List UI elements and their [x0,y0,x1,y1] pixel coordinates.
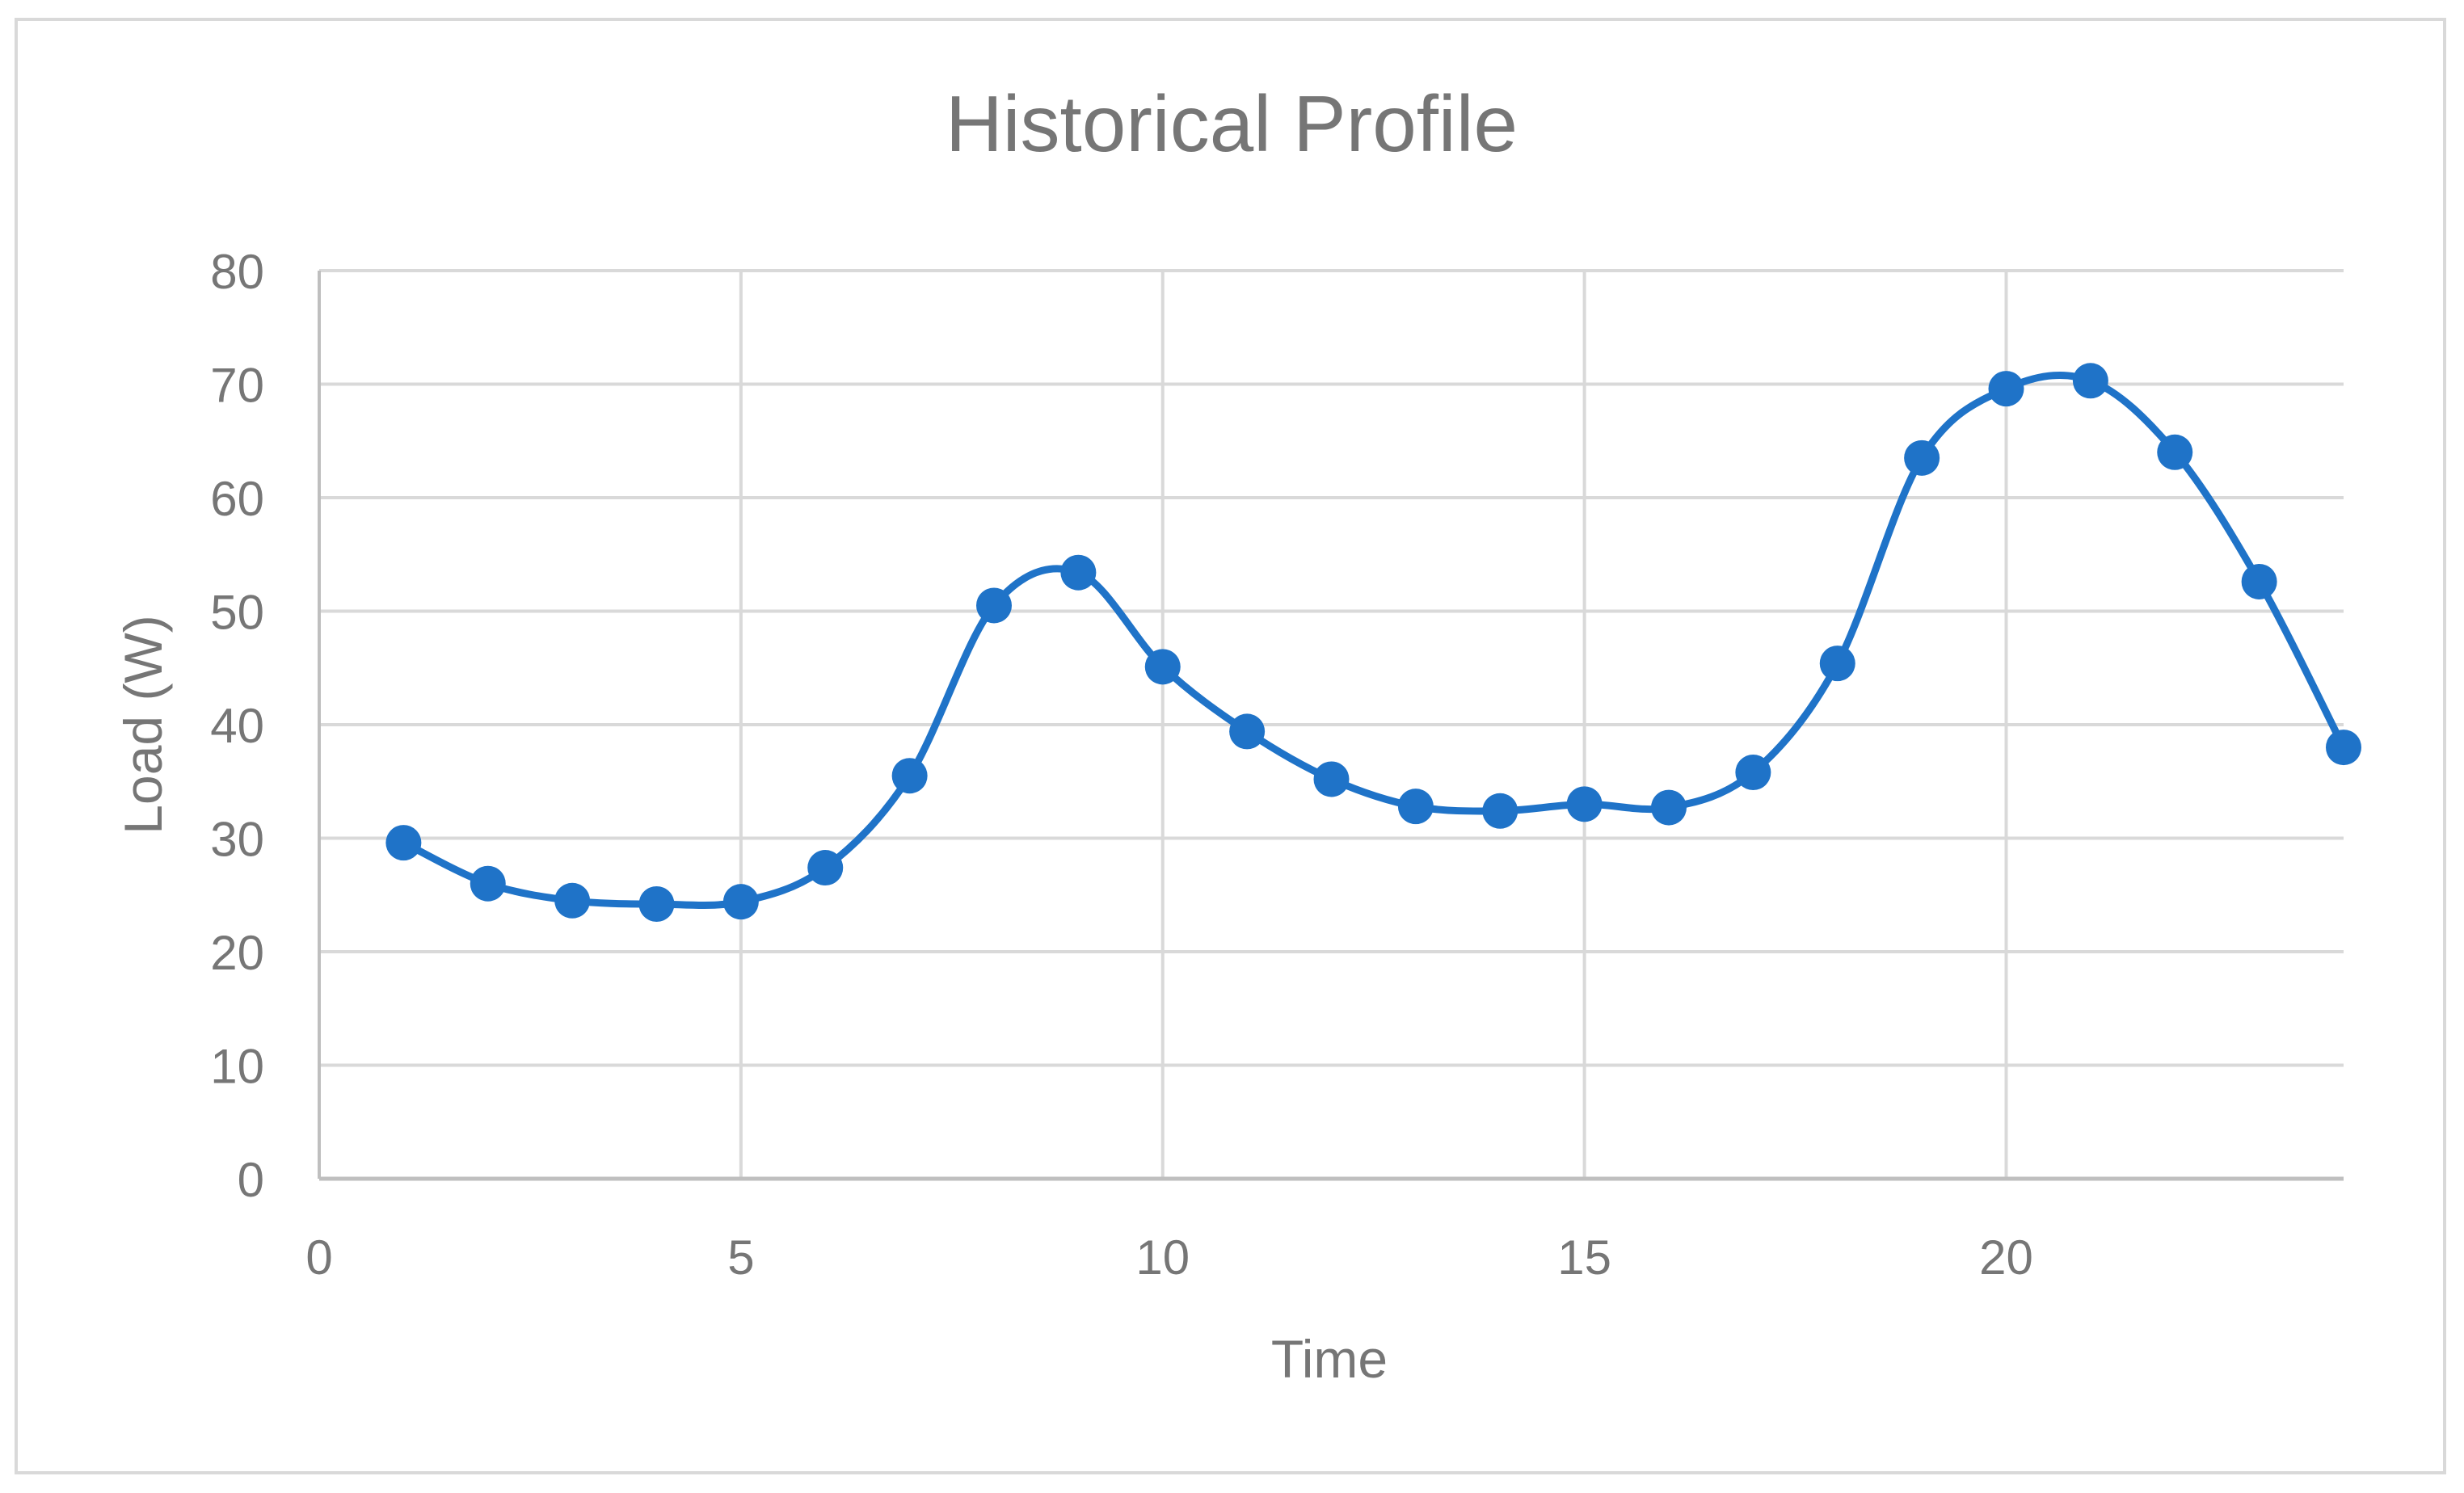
y-tick-label: 50 [210,586,264,640]
y-tick-label: 80 [210,245,264,299]
data-point-marker [1735,755,1771,791]
tick-labels: 0 10 20 30 40 50 60 70 80 0 5 10 15 20 [210,245,2033,1285]
data-point-marker [1988,371,2024,407]
y-tick-label: 60 [210,472,264,526]
y-tick-label: 10 [210,1040,264,1094]
data-point-marker [1229,713,1266,750]
y-tick-label: 0 [238,1153,264,1207]
data-point-marker [1144,649,1181,685]
data-point-marker [1819,646,1855,682]
data-point-marker [1060,554,1097,591]
data-point-marker [1904,439,1940,476]
series-layer [385,363,2361,922]
axes [318,271,2344,1181]
chart-title: Historical Profile [946,79,1518,168]
x-tick-label: 10 [1135,1230,1190,1285]
chart-frame [15,18,2446,1474]
data-point-marker [2072,363,2108,399]
x-tick-label: 5 [727,1230,754,1285]
data-point-marker [1482,793,1518,829]
data-point-marker [891,758,928,794]
x-axis-label: Time [1271,1329,1388,1389]
y-tick-label: 70 [210,359,264,413]
data-point-marker [2241,563,2277,599]
data-point-marker [1397,789,1434,825]
data-point-marker [2326,730,2361,766]
data-point-marker [1313,761,1350,797]
data-point-marker [722,884,759,920]
data-point-marker [470,865,506,902]
data-point-marker [385,825,422,861]
data-point-marker [1651,789,1687,826]
data-point-marker [2157,434,2193,470]
data-point-marker [554,882,591,919]
data-point-marker [976,587,1012,624]
x-tick-label: 15 [1557,1230,1611,1285]
x-tick-label: 0 [305,1230,332,1285]
data-point-marker [1566,786,1603,822]
x-tick-label: 20 [1979,1230,2033,1285]
y-tick-label: 40 [210,699,264,753]
grid [319,269,2344,1179]
y-tick-label: 30 [210,813,264,867]
data-point-marker [807,850,844,886]
data-point-marker [638,885,675,922]
y-tick-label: 20 [210,926,264,980]
y-axis-label: Load (W) [113,615,173,834]
